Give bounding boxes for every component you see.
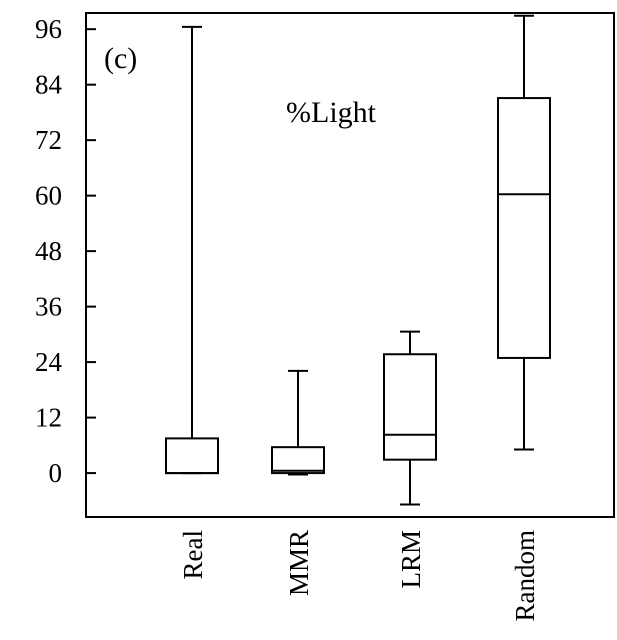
- box-lrm: [383, 330, 437, 506]
- y-tick-label: 48: [35, 236, 62, 266]
- y-axis: 0 12 24 36 48 60 72 84 96: [35, 14, 96, 488]
- y-tick-label: 12: [35, 403, 62, 433]
- y-tick-label: 84: [35, 70, 63, 100]
- y-tick-label: 60: [35, 181, 62, 211]
- x-category-label: Random: [510, 530, 540, 622]
- plot-frame: [85, 12, 615, 518]
- box-real: [165, 25, 219, 475]
- box-mmr: [271, 369, 325, 476]
- box-random: [497, 14, 551, 451]
- box-iqr: [497, 97, 551, 359]
- y-tick-label: 96: [35, 14, 62, 44]
- y-tick-label: 24: [35, 347, 63, 377]
- box-iqr: [383, 353, 437, 461]
- boxes: [165, 14, 551, 506]
- x-axis-labels: Real MMR LRM Random: [178, 530, 540, 622]
- box-iqr: [271, 446, 325, 475]
- panel-label: (c): [104, 42, 137, 75]
- chart-title: %Light: [286, 96, 377, 129]
- x-category-label: LRM: [396, 530, 426, 589]
- y-tick-label: 0: [49, 458, 63, 488]
- x-category-label: MMR: [284, 530, 314, 596]
- x-category-label: Real: [178, 530, 208, 579]
- y-tick-label: 36: [35, 292, 62, 322]
- box-iqr: [165, 437, 219, 475]
- y-tick-label: 72: [35, 125, 62, 155]
